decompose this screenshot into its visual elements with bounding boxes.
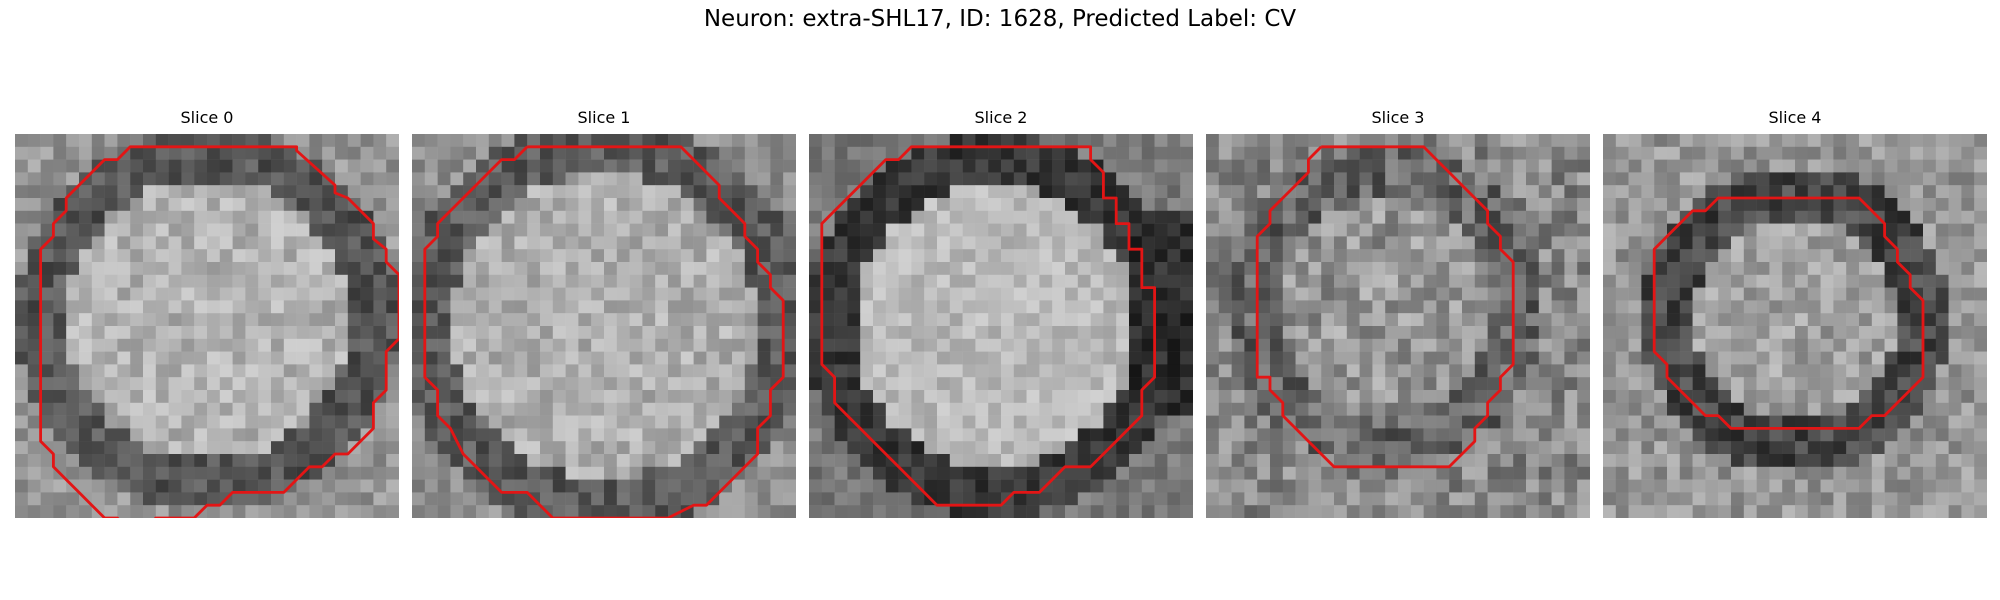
contour-outline bbox=[1652, 196, 1925, 430]
slice-image bbox=[809, 134, 1193, 518]
slice-image bbox=[1206, 134, 1590, 518]
contour-outline bbox=[39, 145, 399, 518]
grayscale-pixels bbox=[809, 134, 1193, 518]
slice-title: Slice 3 bbox=[1371, 108, 1425, 127]
slice-image bbox=[1603, 134, 1987, 518]
contour-outline bbox=[1255, 145, 1515, 469]
slice-title: Slice 0 bbox=[180, 108, 234, 127]
grayscale-pixels bbox=[15, 134, 399, 518]
slice-image bbox=[412, 134, 796, 518]
slice-title: Slice 4 bbox=[1768, 108, 1822, 127]
figure-title: Neuron: extra-SHL17, ID: 1628, Predicted… bbox=[703, 6, 1297, 32]
slice-title: Slice 1 bbox=[577, 108, 631, 127]
contour-outline bbox=[820, 145, 1157, 507]
grayscale-pixels bbox=[1206, 134, 1590, 518]
slice-image bbox=[15, 134, 399, 518]
grayscale-pixels bbox=[1603, 134, 1987, 518]
slice-title: Slice 2 bbox=[974, 108, 1028, 127]
contour-outline bbox=[423, 145, 785, 518]
grayscale-pixels bbox=[412, 134, 796, 518]
